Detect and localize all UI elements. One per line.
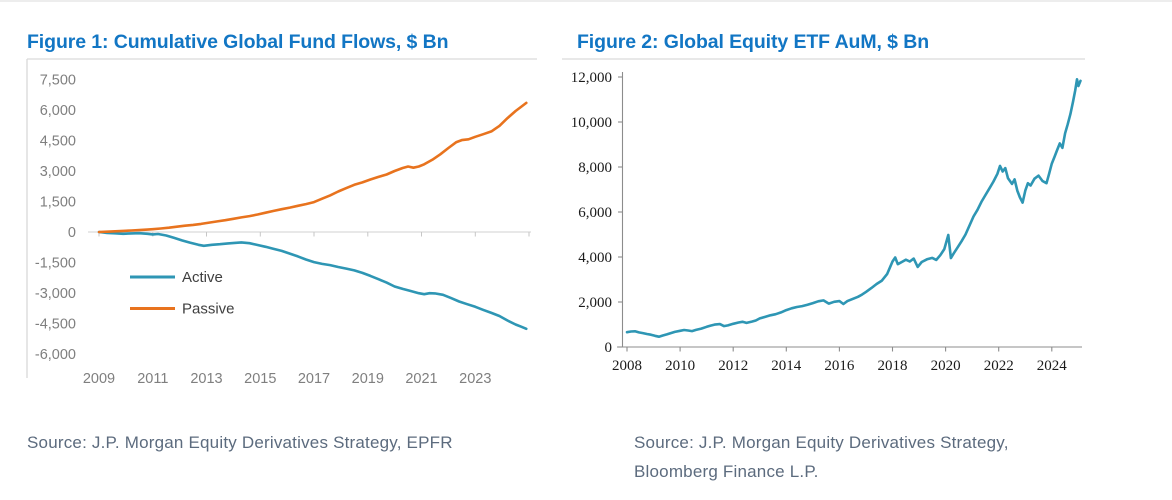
svg-text:-1,500: -1,500 [35,256,76,272]
figure2-y-tick-labels: 12,000 10,000 8,000 6,000 4,000 2,000 0 [571,70,612,356]
svg-text:1,500: 1,500 [40,195,76,211]
figure1-series-line-passive [97,101,528,234]
figure2-source-line1: Source: J.P. Morgan Equity Derivatives S… [634,433,1009,452]
svg-text:8,000: 8,000 [578,160,612,176]
svg-text:4,500: 4,500 [40,134,76,150]
svg-text:2024: 2024 [1037,358,1068,374]
legend-label-active: Active [182,269,223,286]
figure1-legend: Active Passive [130,269,235,318]
svg-text:0: 0 [605,340,613,356]
svg-text:2011: 2011 [137,371,168,387]
figure2-chart-canvas: 12,000 10,000 8,000 6,000 4,000 2,000 0 2008 201… [562,58,1085,374]
svg-text:4,000: 4,000 [578,250,612,266]
svg-text:2020: 2020 [931,358,961,374]
figure2-source-line2: Bloomberg Finance L.P. [634,462,819,481]
svg-text:7,500: 7,500 [40,73,76,89]
svg-text:-6,000: -6,000 [35,347,76,363]
svg-text:6,000: 6,000 [578,205,612,221]
figure1-source-note: Source: J.P. Morgan Equity Derivatives S… [27,433,453,452]
figure2-series-line-etf-aum [625,78,1082,339]
figure1-y-tick-labels: 7,500 6,000 4,500 3,000 1,500 0 -1,500 -3,000 -4… [35,73,76,364]
svg-text:2,000: 2,000 [578,295,612,311]
figure1-chart-border [26,58,537,378]
figure1-chart-canvas: 7,500 6,000 4,500 3,000 1,500 0 -1,500 -3,000 -4… [26,58,537,387]
svg-text:2022: 2022 [984,358,1014,374]
figure2-axes [617,72,1082,352]
figure1-x-tick-labels: 2009 2011 2013 2015 2017 2019 2021 2023 [83,371,492,387]
svg-text:2017: 2017 [298,371,330,387]
svg-text:2019: 2019 [352,371,384,387]
legend-label-passive: Passive [182,301,235,318]
svg-text:0: 0 [68,225,76,241]
svg-text:10,000: 10,000 [571,115,612,131]
svg-text:2012: 2012 [718,358,748,374]
figure2-source-note: Source: J.P. Morgan Equity Derivatives S… [634,428,1009,486]
svg-text:-4,500: -4,500 [35,317,76,333]
figure2-title: Figure 2: Global Equity ETF AuM, $ Bn [577,31,930,53]
svg-text:6,000: 6,000 [40,103,76,119]
svg-text:12,000: 12,000 [571,70,612,86]
figure2-x-tick-labels: 2008 2010 2012 2014 2016 2018 2020 2022 2024 [612,358,1067,374]
svg-text:3,000: 3,000 [40,164,76,180]
svg-text:2008: 2008 [612,358,642,374]
svg-text:2013: 2013 [190,371,222,387]
figure1-title: Figure 1: Cumulative Global Fund Flows, … [27,31,449,53]
svg-text:2023: 2023 [459,371,491,387]
figure1-series-line-active [97,230,528,331]
svg-text:2016: 2016 [824,358,855,374]
svg-text:2021: 2021 [405,371,437,387]
svg-text:-3,000: -3,000 [35,286,76,302]
svg-text:2009: 2009 [83,371,115,387]
svg-text:2010: 2010 [665,358,695,374]
svg-text:2018: 2018 [878,358,908,374]
svg-text:2014: 2014 [771,358,802,374]
svg-text:2015: 2015 [244,371,276,387]
